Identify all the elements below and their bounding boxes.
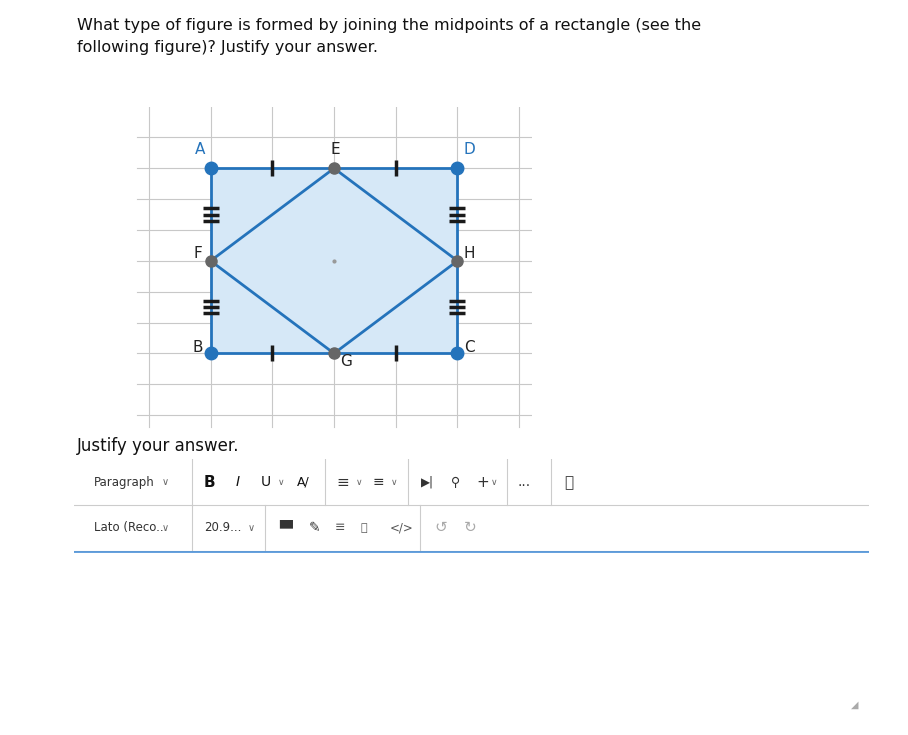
Text: What type of figure is formed by joining the midpoints of a rectangle (see the
f: What type of figure is formed by joining… [77, 18, 701, 55]
Text: ∨: ∨ [390, 478, 398, 487]
Text: Lato (Reco...: Lato (Reco... [94, 521, 168, 534]
Text: B: B [192, 340, 202, 355]
Text: 20.9...: 20.9... [204, 521, 242, 534]
Text: ∨: ∨ [248, 523, 255, 533]
Text: U: U [261, 476, 271, 490]
Text: ≡: ≡ [337, 475, 350, 490]
Text: ▶|: ▶| [421, 476, 434, 489]
Text: ≡: ≡ [372, 476, 384, 490]
Text: Justify your answer.: Justify your answer. [77, 437, 240, 455]
Text: ∨: ∨ [356, 478, 362, 487]
Text: ◢: ◢ [851, 700, 859, 710]
Text: ⤢: ⤢ [564, 475, 573, 490]
Text: ✎: ✎ [309, 521, 321, 535]
Text: 🔍: 🔍 [360, 523, 367, 533]
Text: </>: </> [390, 521, 414, 534]
Text: ∨: ∨ [278, 478, 284, 487]
Text: E: E [331, 142, 340, 157]
Text: ...: ... [518, 476, 531, 490]
Text: +: + [477, 475, 489, 490]
Text: B: B [204, 475, 215, 490]
Polygon shape [211, 168, 458, 354]
Text: F: F [193, 245, 202, 261]
Text: D: D [464, 142, 476, 157]
Text: ▀: ▀ [280, 519, 292, 537]
FancyBboxPatch shape [63, 456, 881, 717]
Polygon shape [211, 168, 458, 354]
Text: Paragraph: Paragraph [94, 476, 155, 489]
Text: I: I [236, 476, 240, 490]
Text: ↺: ↺ [434, 520, 447, 535]
Text: ↻: ↻ [464, 520, 477, 535]
Text: ∨: ∨ [162, 523, 169, 533]
Text: ⚲: ⚲ [451, 476, 460, 489]
Text: ∨: ∨ [491, 478, 498, 487]
Text: H: H [464, 245, 475, 261]
Text: ≡: ≡ [335, 521, 346, 534]
Text: ∨: ∨ [162, 477, 169, 487]
Text: C: C [464, 340, 474, 355]
Text: A: A [195, 142, 205, 157]
Text: G: G [340, 354, 352, 369]
Text: A/: A/ [297, 476, 310, 489]
